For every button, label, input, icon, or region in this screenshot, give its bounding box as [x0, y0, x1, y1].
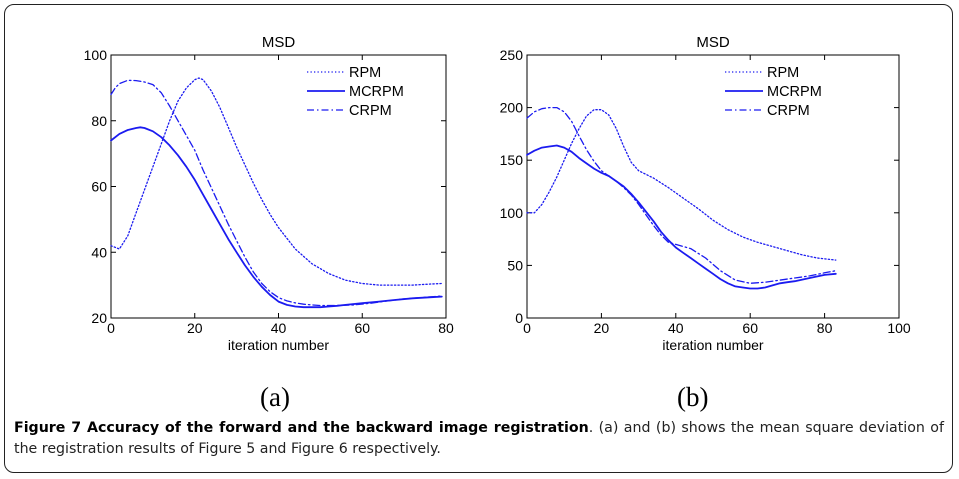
chart-b-legend-label-mcrpm: MCRPM — [767, 84, 822, 100]
chart-b-series-rpm — [526, 109, 837, 261]
chart-b-series-mcrpm — [526, 144, 837, 290]
chart-b-xlabel: iteration number — [662, 337, 764, 353]
chart-b-legend-label-rpm: RPM — [767, 65, 799, 81]
chart-a-ytick-label: 40 — [91, 244, 107, 260]
panel-label-b: (b) — [677, 382, 709, 412]
chart-b-xtick-label: 40 — [668, 320, 684, 336]
caption-body: . (a) and (b) shows the mean square devi… — [14, 420, 944, 457]
figure-caption: Figure 7 Accuracy of the forward and the… — [14, 418, 944, 460]
chart-b-legend-label-crpm: CRPM — [767, 103, 810, 119]
chart-a-title: MSD — [262, 34, 296, 51]
chart-a-series-rpm — [110, 77, 443, 286]
chart-b-series-crpm — [526, 106, 837, 284]
chart-b-ytick-label: 150 — [500, 152, 524, 168]
figure-frame — [4, 4, 953, 473]
panel-label-a: (a) — [260, 382, 290, 412]
chart-b-xtick-label: 0 — [523, 320, 531, 336]
chart-a-ytick-label: 100 — [84, 47, 108, 63]
chart-b-ytick-label: 50 — [507, 257, 523, 273]
chart-a-ytick-label: 80 — [91, 113, 107, 129]
chart-a-ytick-label: 20 — [91, 310, 107, 326]
chart-a-legend-label-mcrpm: MCRPM — [349, 84, 404, 100]
caption-title: Figure 7 Accuracy of the forward and the… — [14, 420, 589, 436]
chart-b-xtick-label: 20 — [594, 320, 610, 336]
chart-b-xtick-label: 100 — [887, 320, 911, 336]
chart-b-ytick-label: 250 — [500, 47, 524, 63]
chart-a-ytick-label: 60 — [91, 179, 107, 195]
chart-a-legend-label-crpm: CRPM — [349, 103, 392, 119]
chart-a-xtick-label: 60 — [354, 320, 370, 336]
chart-a-series-crpm — [110, 79, 443, 307]
chart-b-ytick-label: 0 — [515, 310, 523, 326]
chart-b-xtick-label: 80 — [817, 320, 833, 336]
chart-a-series-mcrpm — [110, 126, 443, 309]
chart-b-axes-box — [526, 54, 900, 319]
chart-b-ytick-label: 100 — [500, 205, 524, 221]
chart-a-xtick-label: 20 — [187, 320, 203, 336]
chart-a-xtick-label: 80 — [438, 320, 454, 336]
chart-a-xtick-label: 0 — [107, 320, 115, 336]
chart-a-xlabel: iteration number — [228, 337, 330, 353]
chart-b-title: MSD — [696, 34, 730, 51]
chart-b-ytick-label: 200 — [500, 100, 524, 116]
chart-b-xtick-label: 60 — [742, 320, 758, 336]
chart-a-legend-label-rpm: RPM — [349, 65, 381, 81]
chart-a-xtick-label: 40 — [271, 320, 287, 336]
